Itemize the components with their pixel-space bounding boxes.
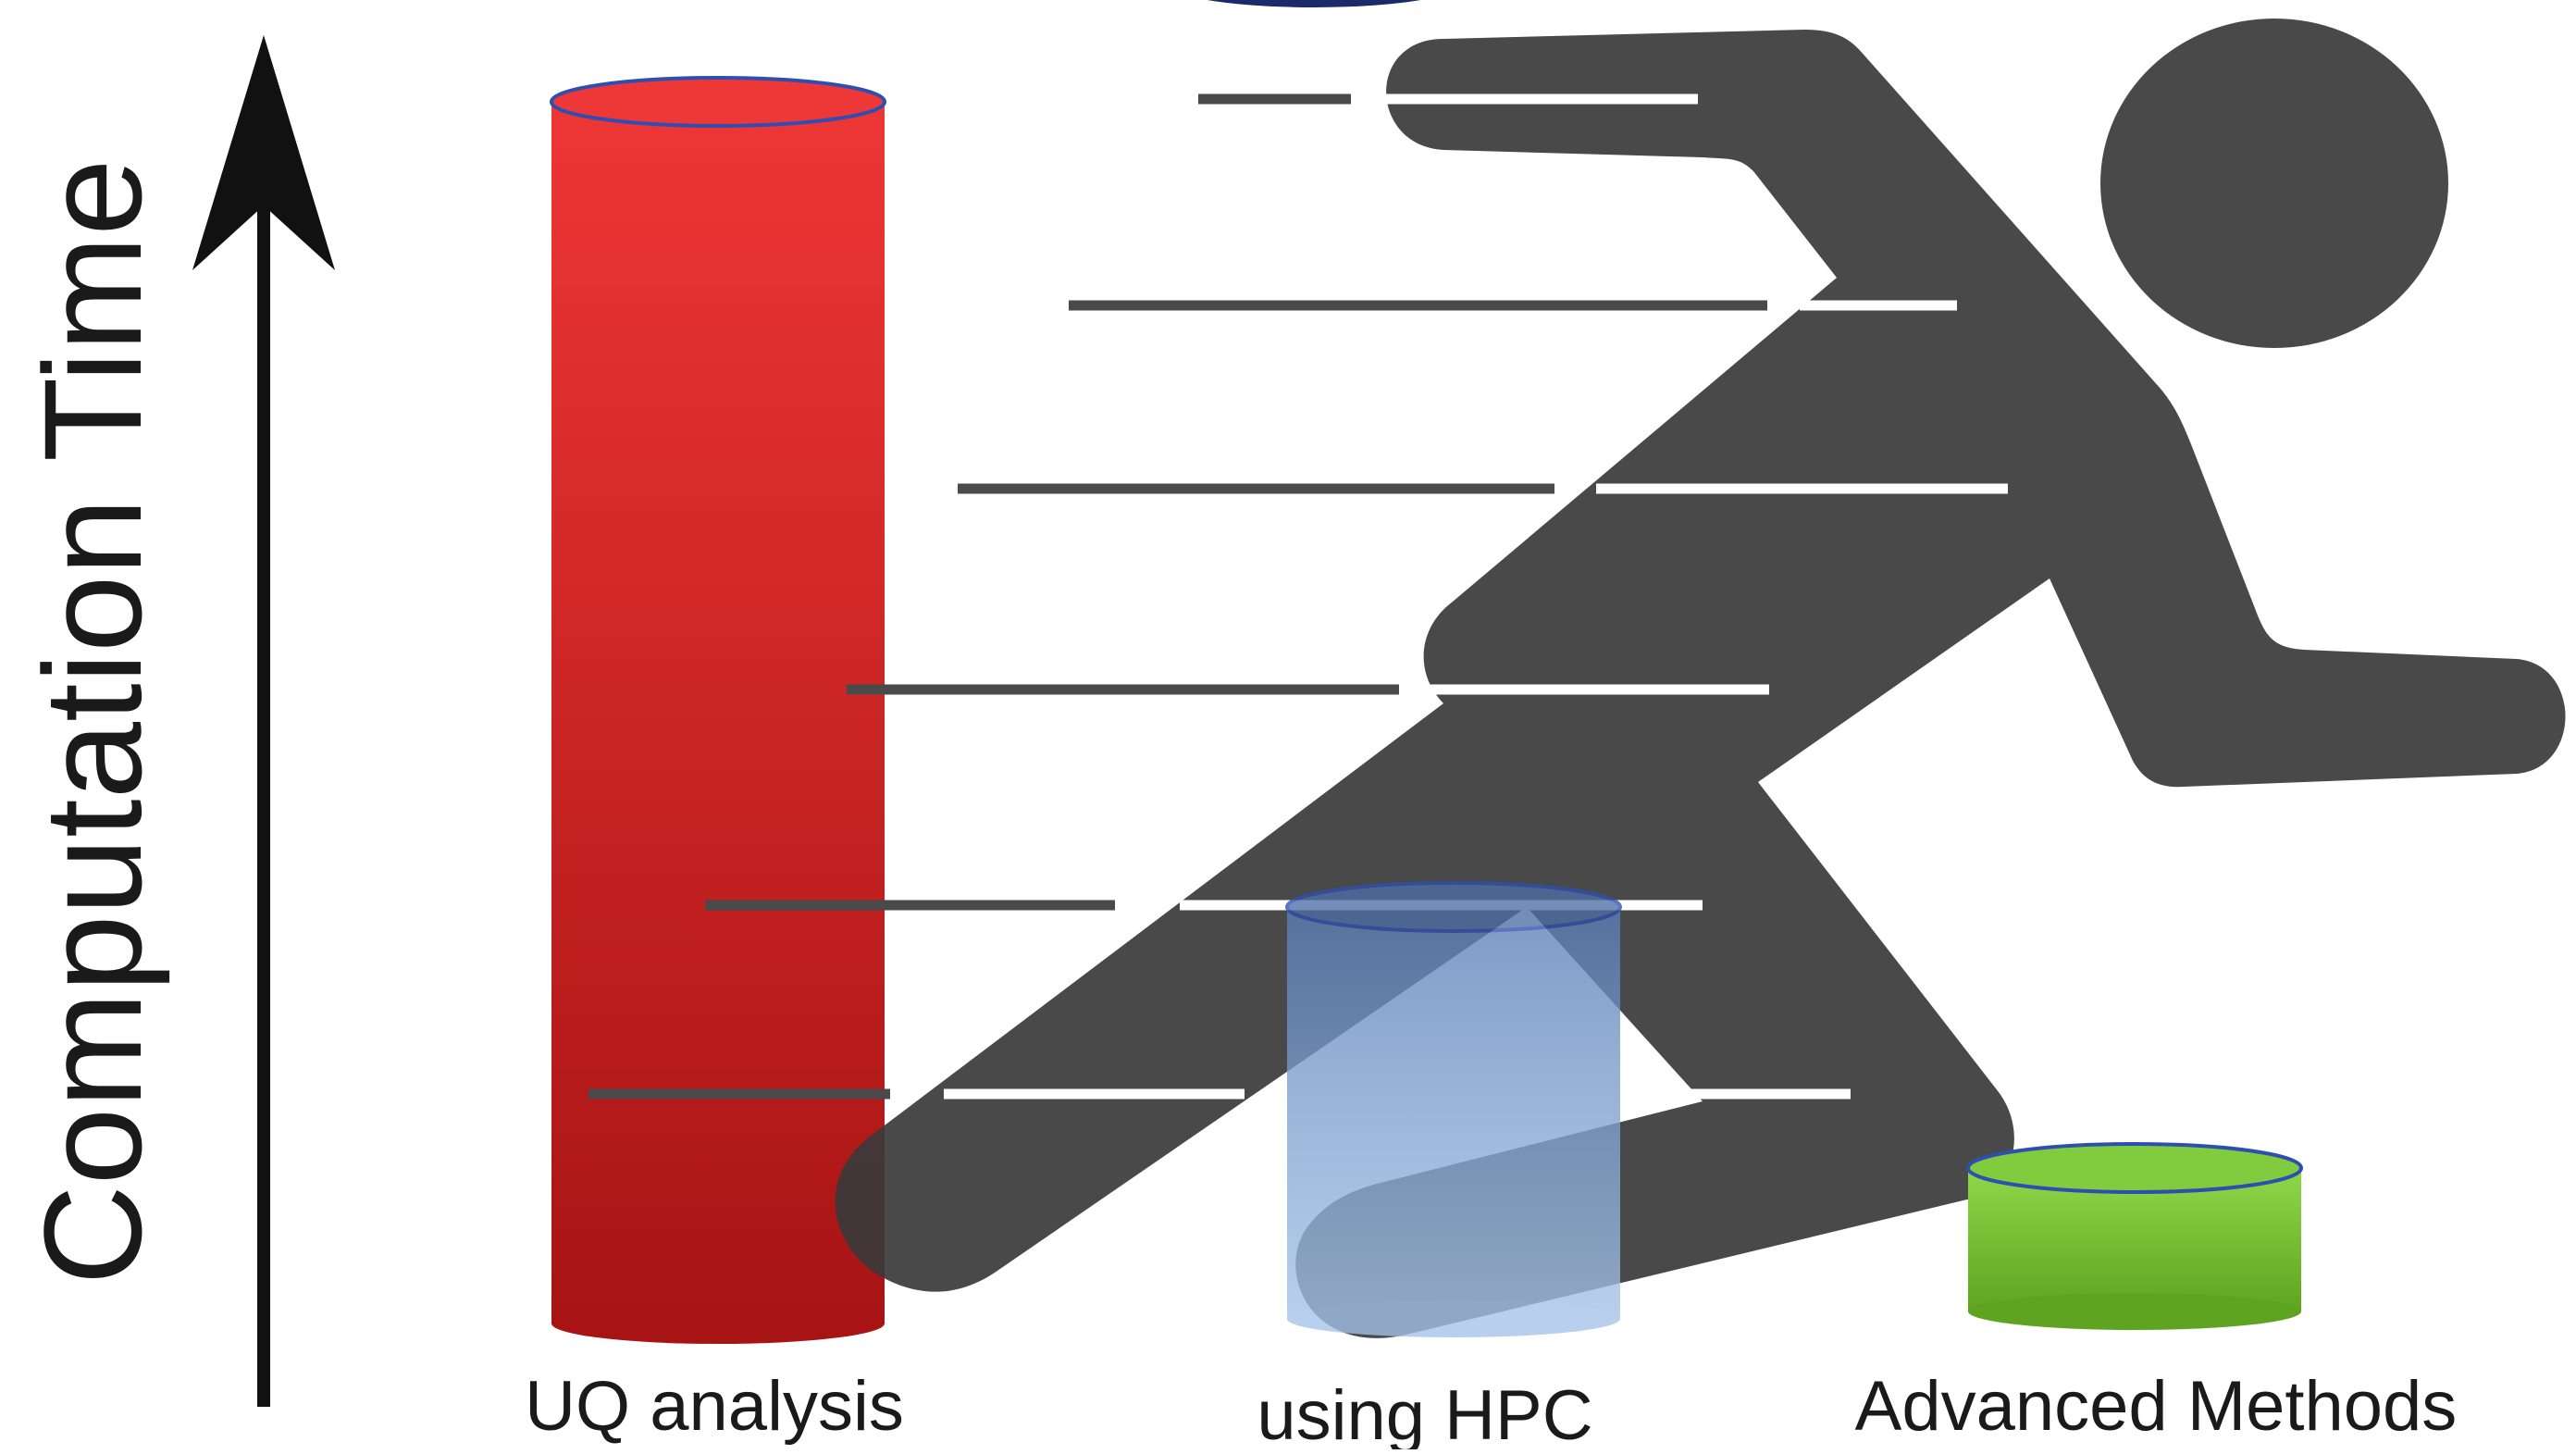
- running-person-icon: [835, 19, 2566, 1338]
- bar-advanced-methods: [1966, 1142, 2303, 1330]
- axis-label: Computation Time: [15, 158, 170, 1285]
- speed-lines: [588, 93, 2008, 1100]
- top-ellipse-decoration: [1207, 0, 1421, 7]
- bar-uq-analysis: [550, 76, 886, 1344]
- bar-using-hpc: [1285, 881, 1622, 1337]
- bar-label-uq-analysis: UQ analysis: [525, 1367, 904, 1446]
- y-axis-arrow: [192, 35, 335, 1407]
- bar-label-advanced-methods: Advanced Methods: [1855, 1367, 2458, 1446]
- bar-label-using-hpc: using HPC: [1257, 1376, 1592, 1449]
